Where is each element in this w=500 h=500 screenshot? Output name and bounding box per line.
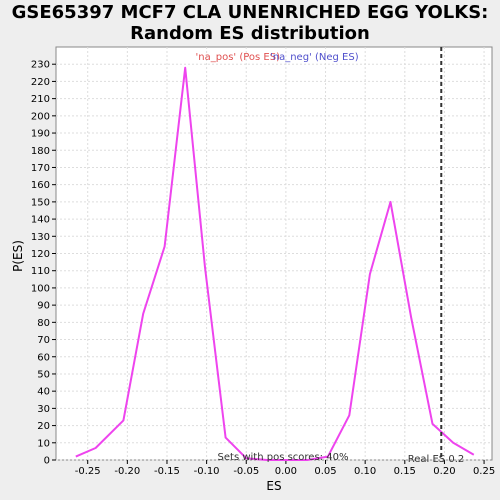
x-tick-label: 0.10 [354,466,376,477]
y-tick-label: 0 [44,456,50,467]
y-tick-label: 140 [31,215,50,226]
chart-title-line1: GSE65397 MCF7 CLA UNENRICHED EGG YOLKS: [11,2,489,23]
x-tick-label: -0.25 [75,466,101,477]
pos-scores-annotation: Sets with pos scores: 40% [218,452,349,463]
y-axis-label: P(ES) [11,240,25,272]
y-tick-label: 110 [31,266,50,277]
y-tick-label: 20 [37,421,50,432]
x-tick-label: 0.00 [275,466,297,477]
series-group [75,66,475,461]
legend-neg-label: 'na_neg' (Neg ES) [270,52,359,63]
y-tick-label: 190 [31,129,50,140]
y-tick-label: 160 [31,180,50,191]
y-tick-label: 40 [37,387,50,398]
y-tick-label: 120 [31,249,50,260]
y-axis: 0 10 20 30 40 50 60 70 80 90 100 110 120 130 140 150 160… [31,60,56,467]
x-tick-label: -0.10 [194,466,220,477]
y-tick-label: 100 [31,283,50,294]
y-tick-label: 10 [37,438,50,449]
y-tick-label: 60 [37,352,50,363]
y-tick-label: 220 [31,77,50,88]
y-tick-label: 210 [31,94,50,105]
y-tick-label: 170 [31,163,50,174]
real-es-label: Real ES 0.2 [408,454,464,465]
x-axis-label: ES [266,479,281,493]
y-tick-label: 30 [37,404,50,415]
x-tick-label: 0.25 [473,466,495,477]
x-tick-label: 0.15 [394,466,416,477]
chart-title-line2: Random ES distribution [130,23,370,44]
y-tick-label: 230 [31,60,50,71]
legend-pos-label: 'na_pos' (Pos ES) [196,52,281,63]
y-tick-label: 200 [31,111,50,122]
x-tick-label: 0.05 [314,466,336,477]
y-tick-label: 70 [37,335,50,346]
es-distribution-line [75,66,475,461]
y-tick-label: 180 [31,146,50,157]
x-tick-label: -0.20 [114,466,140,477]
chart-title: GSE65397 MCF7 CLA UNENRICHED EGG YOLKS: … [0,2,500,44]
x-tick-label: -0.05 [233,466,259,477]
x-tick-label: -0.15 [154,466,180,477]
y-tick-label: 90 [37,301,50,312]
y-tick-label: 50 [37,369,50,380]
y-tick-label: 80 [37,318,50,329]
y-tick-label: 150 [31,197,50,208]
x-axis: -0.25 -0.20 -0.15 -0.10 -0.05 0.00 0.05 0.10 0.1… [75,460,495,477]
grid [56,47,492,461]
x-tick-label: 0.20 [433,466,455,477]
y-tick-label: 130 [31,232,50,243]
